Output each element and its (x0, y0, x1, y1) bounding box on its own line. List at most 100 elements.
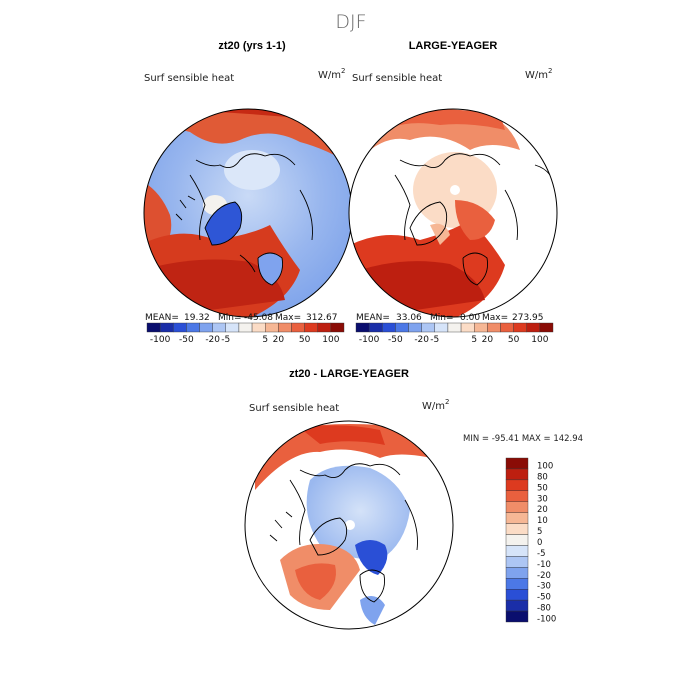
colorbar-swatch (330, 322, 345, 333)
colorbar-tick-label: 100 (322, 335, 339, 345)
colorbar-tick-label: 30 (537, 494, 548, 504)
colorbar-tick-label: -5 (221, 335, 230, 345)
colorbar-tick-label: 100 (537, 461, 553, 471)
colorbar-tick-label: -50 (179, 335, 194, 345)
colorbar-swatch (505, 610, 529, 623)
colorbar-tick-label: -5 (537, 549, 545, 559)
colorbar-swatch (539, 322, 554, 333)
panel-b-units-sup: 2 (548, 67, 552, 75)
colorbar-tick-label: -50 (537, 593, 551, 603)
colorbar-swatch (382, 322, 396, 333)
panel-a-greenland-cold (205, 202, 242, 245)
colorbar-tick-label: -20 (537, 571, 551, 581)
colorbar-swatch (513, 322, 527, 333)
colorbar-swatch (505, 490, 529, 502)
colorbar-tick-label: -30 (537, 582, 551, 592)
panel-a-map (144, 109, 352, 317)
panel-diff-map-border (244, 420, 454, 630)
panel-b-mean: 33.06 (396, 313, 422, 323)
panel-diff-units: W/m2 (422, 398, 449, 412)
colorbar-tick-label: 5 (471, 335, 477, 345)
colorbar-tick-label: -20 (414, 335, 429, 345)
panel-b-units-base: W/m (525, 70, 548, 81)
colorbar-tick-label: -50 (388, 335, 403, 345)
colorbar-swatch (395, 322, 409, 333)
panel-diff-variable: Surf sensible heat (249, 403, 339, 414)
colorbar-swatch (447, 322, 462, 333)
panel-diff-units-base: W/m (422, 401, 445, 412)
panel-a-min-label: Min= (218, 313, 242, 323)
panel-a-units-base: W/m (318, 70, 341, 81)
colorbar-swatch (505, 523, 529, 535)
panel-a-max: 312.67 (306, 313, 338, 323)
colorbar-tick-label: 50 (299, 335, 311, 345)
colorbar-swatch (317, 322, 332, 333)
colorbar-swatch (408, 322, 422, 333)
colorbar-swatch (159, 322, 174, 333)
colorbar-swatch (355, 322, 370, 333)
colorbar-swatch (434, 322, 449, 333)
panel-b-title: LARGE-YEAGER (409, 40, 498, 52)
colorbar-tick-label: 20 (537, 505, 548, 515)
colorbar-swatch (199, 322, 213, 333)
panel-diff-scandinavia-cold (355, 540, 388, 575)
panel-b-max-label: Max= (482, 313, 508, 323)
colorbar-swatch (225, 322, 240, 333)
colorbar-swatch (251, 322, 266, 333)
colorbar-swatch (368, 322, 383, 333)
colorbar-tick-label: -20 (205, 335, 220, 345)
panel-a-units-sup: 2 (341, 67, 345, 75)
colorbar-swatch (304, 322, 318, 333)
panel-b-min-label: Min= (430, 313, 454, 323)
colorbar-swatch (505, 534, 529, 546)
panel-diff-pacific-warm (255, 424, 440, 490)
colorbar-tick-label: -10 (537, 560, 551, 570)
colorbar-tick-label: 5 (262, 335, 268, 345)
colorbar-tick-label: 20 (482, 335, 494, 345)
colorbar-tick-label: 80 (537, 472, 548, 482)
panel-diff-arctic-cold (306, 465, 410, 560)
colorbar-swatch (212, 322, 227, 333)
panel-a-min: -45.08 (244, 313, 273, 323)
colorbar-swatch (505, 578, 529, 590)
colorbar-swatch (173, 322, 187, 333)
panel-diff-map (245, 421, 453, 629)
colorbar-swatch (291, 322, 305, 333)
colorbar-swatch (505, 589, 529, 601)
panel-b-units: W/m2 (525, 67, 552, 81)
panel-b-colorbar: -100 -50 -20 -5 5 20 50 100 (355, 322, 554, 345)
colorbar-tick-label: 10 (537, 516, 548, 526)
colorbar-tick-label: 50 (537, 483, 548, 493)
colorbar-swatch (278, 322, 292, 333)
panel-diff: zt20 - LARGE-YEAGER Surf sensible heat W… (244, 368, 583, 630)
colorbar-tick-label: 20 (273, 335, 285, 345)
colorbar-swatch (505, 599, 529, 612)
colorbar-swatch (505, 512, 529, 524)
colorbar-tick-label: -100 (359, 335, 380, 345)
colorbar-swatch (505, 457, 529, 470)
panel-a-mean-label: MEAN= (145, 313, 179, 323)
colorbar-swatch (487, 322, 501, 333)
panel-b-mean-label: MEAN= (356, 313, 390, 323)
colorbar-swatch (505, 556, 529, 568)
colorbar-swatch (146, 322, 161, 333)
panel-a-mean: 19.32 (184, 313, 210, 323)
panel-a-title: zt20 (yrs 1-1) (218, 40, 286, 52)
panel-a: zt20 (yrs 1-1) Surf sensible heat W/m2 (143, 40, 353, 345)
colorbar-tick-label: 5 (537, 527, 542, 537)
colorbar-swatch (265, 322, 279, 333)
colorbar-tick-label: -5 (430, 335, 439, 345)
panel-b: LARGE-YEAGER Surf sensible heat W/m2 (348, 40, 558, 345)
colorbar-swatch (421, 322, 435, 333)
panel-a-stats: MEAN= 19.32 Min= -45.08 Max= 312.67 (145, 313, 338, 323)
panel-b-min: 0.00 (460, 313, 480, 323)
colorbar-tick-label: -80 (537, 604, 551, 614)
colorbar-swatch (186, 322, 200, 333)
colorbar-swatch (238, 322, 253, 333)
panel-b-stats: MEAN= 33.06 Min= 0.00 Max= 273.95 (356, 313, 544, 323)
colorbar-tick-label: -100 (150, 335, 171, 345)
colorbar-swatch (505, 501, 529, 513)
colorbar-swatch (505, 567, 529, 579)
